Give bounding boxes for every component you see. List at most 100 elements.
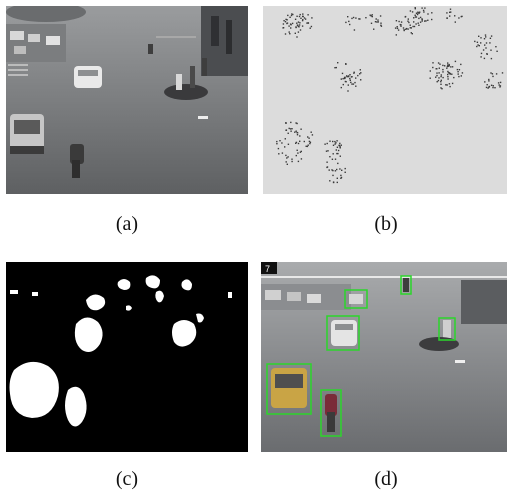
difference-point — [294, 18, 297, 20]
difference-point — [297, 31, 300, 33]
difference-point — [326, 166, 329, 168]
difference-point — [349, 23, 351, 26]
difference-point — [297, 25, 300, 28]
difference-point — [309, 27, 311, 29]
difference-point — [292, 13, 294, 16]
difference-point — [480, 52, 483, 55]
difference-point — [478, 45, 480, 47]
difference-point — [335, 149, 337, 151]
difference-point — [454, 21, 456, 23]
difference-point — [286, 19, 288, 21]
detection-box — [400, 275, 412, 295]
difference-point — [451, 66, 454, 68]
difference-point — [308, 140, 311, 143]
difference-point — [451, 82, 454, 85]
difference-point — [351, 83, 353, 85]
difference-point — [445, 84, 447, 86]
difference-point — [299, 29, 302, 31]
difference-point — [422, 9, 425, 12]
difference-point — [485, 42, 488, 44]
difference-point — [341, 169, 343, 171]
difference-point — [311, 134, 314, 136]
difference-point — [284, 33, 287, 35]
difference-point — [303, 17, 306, 19]
difference-point — [490, 84, 493, 86]
difference-point — [334, 158, 337, 160]
difference-point — [438, 77, 440, 79]
difference-point — [414, 14, 416, 16]
difference-point — [480, 37, 482, 39]
traffic-scene-image — [6, 6, 248, 194]
difference-point — [352, 16, 355, 19]
difference-point — [353, 71, 355, 73]
difference-point — [340, 176, 343, 179]
difference-point — [437, 79, 440, 82]
difference-point — [337, 149, 340, 152]
difference-point — [444, 65, 446, 67]
difference-point — [456, 68, 459, 71]
difference-point — [300, 17, 302, 19]
difference-point — [347, 90, 349, 92]
difference-point — [345, 21, 347, 24]
difference-point — [336, 140, 338, 142]
difference-point — [415, 23, 417, 25]
difference-point — [446, 67, 448, 69]
difference-point — [418, 24, 420, 26]
difference-point — [457, 73, 459, 75]
difference-point — [353, 72, 355, 74]
difference-point — [437, 62, 440, 64]
difference-point — [371, 14, 373, 16]
difference-point — [411, 11, 414, 13]
difference-point — [306, 145, 309, 148]
difference-point — [409, 10, 412, 12]
difference-point — [449, 15, 451, 17]
difference-point — [345, 81, 347, 83]
difference-point — [349, 79, 351, 81]
caption-d: (d) — [374, 468, 398, 490]
caption-c: (c) — [115, 468, 139, 490]
difference-point — [284, 146, 286, 148]
difference-point — [285, 161, 287, 163]
difference-point — [449, 73, 451, 75]
difference-point — [307, 14, 309, 16]
difference-point — [296, 15, 298, 17]
difference-point — [295, 141, 298, 144]
difference-point — [442, 68, 444, 71]
difference-point — [344, 167, 346, 170]
difference-point — [283, 20, 285, 22]
difference-point — [365, 17, 367, 19]
difference-point — [336, 177, 338, 179]
difference-point — [300, 158, 303, 160]
difference-point — [370, 22, 373, 24]
difference-point — [458, 17, 460, 19]
difference-point — [495, 46, 497, 48]
panel-d-detection-result: 7 — [261, 262, 507, 452]
difference-point — [461, 15, 463, 18]
difference-point — [458, 75, 460, 78]
difference-point — [408, 21, 410, 24]
difference-point — [460, 63, 462, 66]
difference-point — [403, 29, 405, 31]
difference-point — [337, 162, 339, 165]
difference-point — [342, 78, 344, 80]
detection-box — [344, 289, 368, 309]
difference-point — [417, 22, 419, 24]
difference-point — [299, 13, 301, 16]
difference-point — [276, 140, 278, 143]
difference-point — [329, 180, 331, 182]
difference-point — [344, 171, 346, 173]
difference-point — [346, 75, 348, 77]
difference-point — [436, 74, 438, 77]
difference-point — [339, 168, 341, 170]
difference-point — [490, 57, 493, 60]
difference-point — [287, 132, 289, 134]
difference-point — [400, 21, 403, 23]
difference-point — [454, 15, 456, 17]
difference-point — [299, 135, 301, 137]
difference-point — [285, 154, 287, 157]
difference-point — [424, 20, 426, 22]
difference-point — [435, 76, 437, 78]
difference-point — [347, 75, 350, 77]
difference-point — [324, 143, 326, 145]
difference-point — [289, 16, 291, 18]
